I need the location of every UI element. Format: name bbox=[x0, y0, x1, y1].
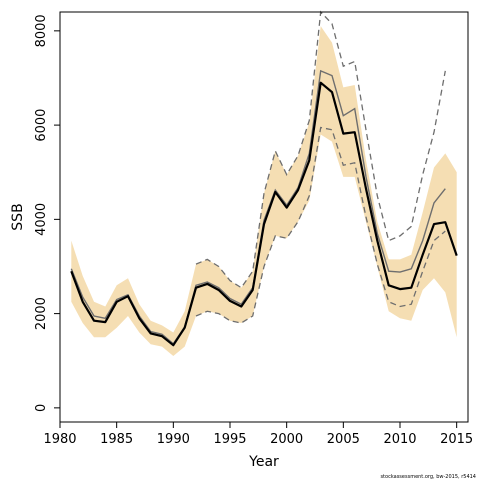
x-tick-label: 2010 bbox=[383, 432, 416, 447]
dashed-lower-line bbox=[195, 126, 446, 324]
y-tick-label: 2000 bbox=[34, 297, 49, 330]
x-axis: 1980 1985 1990 1995 2000 2005 2010 2015 bbox=[43, 422, 473, 447]
confidence-band-layer bbox=[71, 26, 457, 356]
y-tick-label: 8000 bbox=[34, 14, 49, 47]
x-tick-label: 2000 bbox=[270, 432, 303, 447]
y-tick-label: 4000 bbox=[34, 203, 49, 236]
plot-frame bbox=[59, 11, 469, 423]
y-tick-label: 6000 bbox=[34, 109, 49, 142]
y-axis-title: SSB bbox=[10, 203, 26, 230]
series-line-black bbox=[70, 81, 458, 347]
x-axis-title: Year bbox=[248, 454, 279, 470]
confidence-band bbox=[71, 26, 457, 356]
x-tick-label: 2005 bbox=[327, 432, 360, 447]
y-tick-label: 0 bbox=[34, 404, 49, 412]
x-tick-label: 1990 bbox=[157, 432, 190, 447]
x-tick-label: 2015 bbox=[440, 432, 473, 447]
footnote: stockassessment.org, bw-2015, r5414 bbox=[380, 474, 476, 480]
y-axis: 0 2000 4000 6000 8000 bbox=[34, 14, 60, 412]
x-tick-label: 1985 bbox=[100, 432, 133, 447]
series-layer bbox=[70, 69, 458, 347]
x-tick-label: 1995 bbox=[213, 432, 246, 447]
x-tick-label: 1980 bbox=[43, 432, 76, 447]
